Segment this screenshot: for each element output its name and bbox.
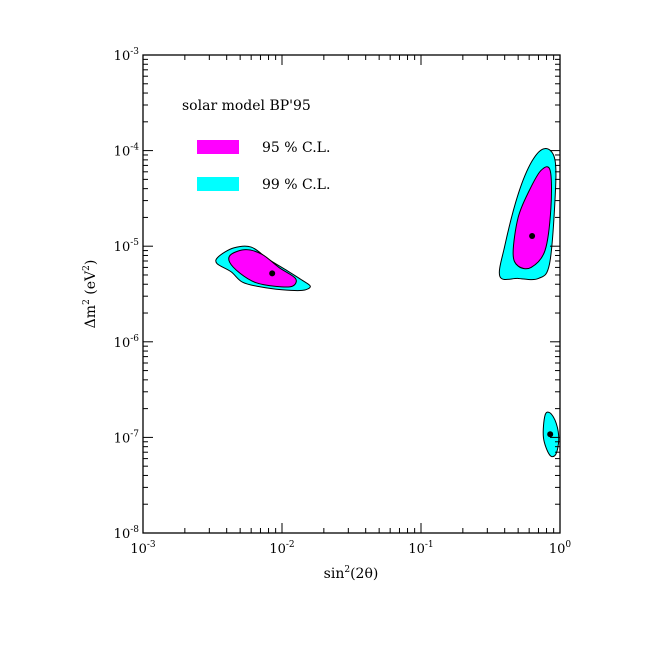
x-axis-title-post: (2θ)	[350, 566, 378, 582]
x-tick-label-1: 10-2	[269, 540, 294, 557]
y-tick-label-5: 10-3	[114, 47, 140, 64]
y-axis-title-post: (eV	[83, 270, 99, 299]
x-axis-title: sin2(2θ)	[324, 565, 379, 582]
plot-frame	[142, 54, 561, 534]
y-axis-title-sup: 2	[82, 299, 92, 305]
y-axis-title-sup2: 2	[82, 265, 92, 271]
x-tick-label-2: 10-1	[408, 540, 433, 557]
x-tick-label-0: 10-3	[130, 540, 156, 557]
x-axis-title-pre: sin	[324, 566, 345, 582]
y-tick-label-1: 10-7	[114, 429, 140, 446]
best-fit-point-0	[269, 270, 276, 277]
y-tick-label-4: 10-4	[114, 143, 140, 160]
x-axis-title-sup: 2	[344, 565, 350, 575]
y-tick-label-2: 10-6	[114, 334, 140, 351]
y-axis-title: Δm2 (eV2)	[82, 260, 99, 329]
legend-title: solar model BP'95	[182, 98, 311, 114]
y-axis-title-post2: )	[83, 260, 99, 265]
legend-swatch-95	[197, 140, 239, 154]
region-95cl-3	[512, 166, 552, 270]
tick-labels-layer: 10-3 10-2 10-1 100 10-8 10-7 10-6 10-5 10-4 10-3	[114, 47, 572, 557]
y-axis-title-pre: Δm	[83, 305, 99, 328]
best-fit-points-layer	[269, 232, 554, 438]
legend-swatch-99	[197, 177, 239, 191]
legend-label-95: 95 % C.L.	[262, 140, 330, 156]
legend: solar model BP'95 95 % C.L. 99 % C.L.	[182, 98, 330, 193]
y-tick-label-3: 10-5	[114, 238, 140, 255]
best-fit-point-1	[529, 232, 536, 239]
legend-label-99: 99 % C.L.	[262, 177, 330, 193]
best-fit-point-2	[547, 431, 554, 438]
x-tick-label-3: 100	[549, 540, 572, 557]
ticks-layer	[142, 54, 561, 534]
y-tick-label-0: 10-8	[114, 525, 140, 542]
regions-layer	[215, 148, 560, 458]
region-95cl-1	[228, 249, 297, 288]
